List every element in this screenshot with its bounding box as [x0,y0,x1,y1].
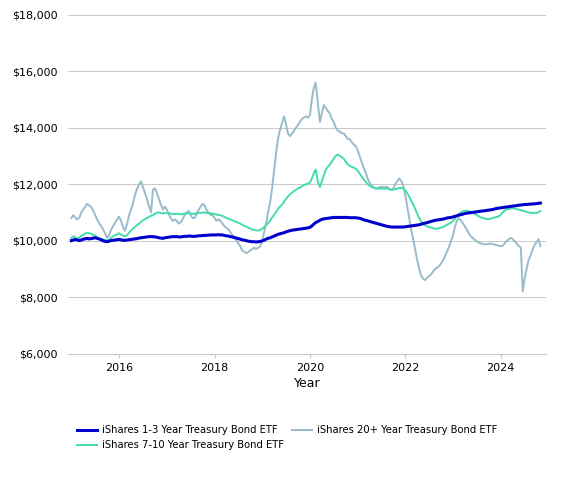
Legend: iShares 1-3 Year Treasury Bond ETF, iShares 7-10 Year Treasury Bond ETF, iShares: iShares 1-3 Year Treasury Bond ETF, iSha… [73,421,501,454]
X-axis label: Year: Year [293,377,320,390]
